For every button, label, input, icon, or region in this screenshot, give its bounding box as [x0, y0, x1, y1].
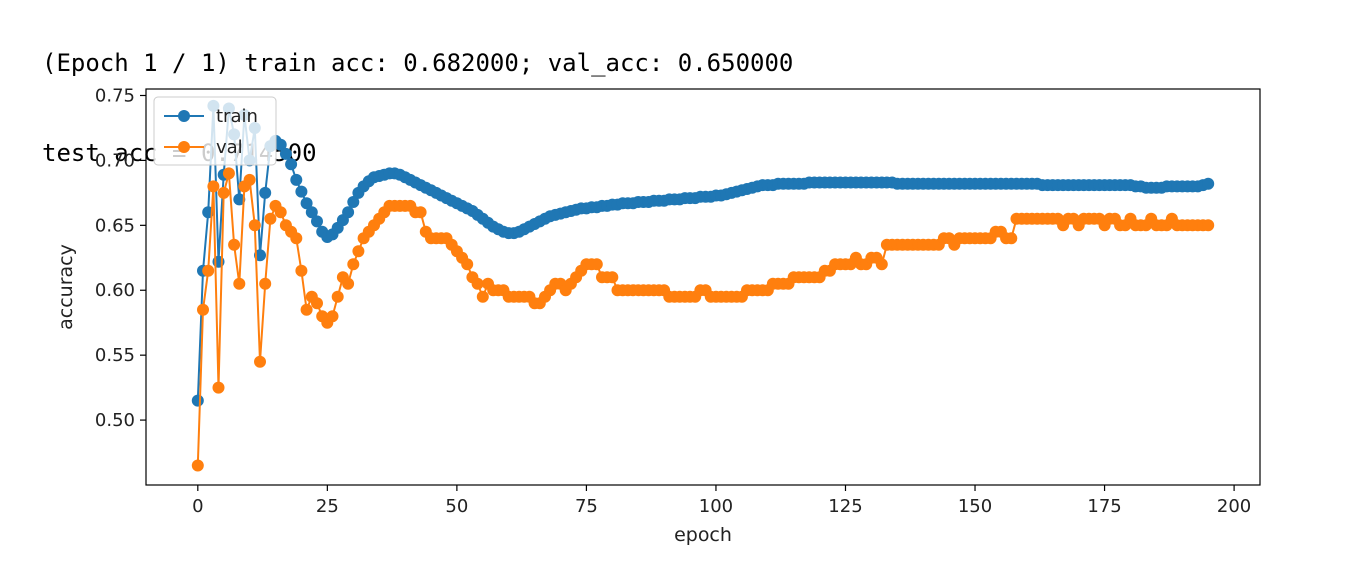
series-point-val-20	[295, 264, 308, 277]
console-line-epoch: (Epoch 1 / 1) train acc: 0.682000; val_a…	[42, 49, 794, 77]
series-point-train-23	[311, 215, 323, 228]
series-point-train-0	[191, 394, 204, 407]
series-point-val-23	[311, 297, 323, 310]
series-point-val-195	[1202, 219, 1215, 232]
y-tick-label-0: 0.50	[95, 410, 135, 431]
x-tick-label-5: 125	[828, 496, 862, 517]
series-point-train-8	[233, 193, 246, 206]
series-point-train-17	[279, 147, 292, 160]
series-point-val-2	[202, 264, 215, 277]
series-point-train-22	[305, 206, 318, 219]
series-point-train-13	[259, 186, 272, 199]
series-point-val-4	[212, 381, 225, 394]
legend-marker-train	[178, 110, 190, 122]
series-point-train-20	[295, 185, 308, 198]
console-output: (Epoch 1 / 1) train acc: 0.682000; val_a…	[42, 0, 793, 198]
x-tick-label-7: 175	[1087, 496, 1121, 517]
y-tick-label-4: 0.70	[95, 150, 135, 171]
series-point-val-6	[222, 167, 235, 180]
series-point-train-195	[1202, 177, 1215, 190]
series-point-val-43	[414, 206, 427, 219]
chart-marks	[191, 99, 1215, 472]
series-line-train	[196, 105, 1209, 401]
x-tick-label-6: 150	[958, 496, 992, 517]
series-point-train-21	[300, 197, 313, 210]
series-point-val-8	[233, 277, 246, 290]
series-point-val-19	[290, 232, 303, 245]
series-point-val-1	[197, 303, 209, 316]
plot-area	[191, 99, 1215, 472]
x-axis-label: epoch	[674, 524, 732, 546]
series-point-val-26	[326, 310, 339, 323]
series-point-val-5	[217, 186, 230, 199]
series-point-val-55	[476, 290, 489, 303]
series-point-val-3	[207, 180, 220, 193]
series-point-val-157	[1005, 232, 1018, 245]
y-tick-label-2: 0.60	[95, 280, 135, 301]
y-tick-label-1: 0.55	[95, 345, 135, 366]
series-point-val-54	[471, 277, 484, 290]
x-tick-label-4: 100	[699, 496, 733, 517]
x-tick-label-8: 200	[1217, 496, 1251, 517]
series-point-val-12	[254, 355, 266, 368]
series-point-train-29	[342, 206, 355, 219]
series-point-train-19	[290, 173, 303, 186]
legend-label-train: train	[216, 106, 258, 127]
series-point-val-11	[248, 219, 261, 232]
x-tick-label-2: 50	[445, 496, 468, 517]
y-tick-label-3: 0.65	[95, 215, 135, 236]
series-point-val-77	[590, 258, 603, 271]
x-tick-label-0: 0	[192, 496, 203, 517]
x-tick-label-3: 75	[575, 496, 598, 517]
series-point-val-52	[461, 258, 474, 271]
series-point-val-13	[259, 277, 272, 290]
chart-axes: 0 25 50 75 100 125 150 175 200 0.50 0.55 0.60 0.65 0.…	[55, 85, 1261, 546]
x-tick-label-1: 25	[316, 496, 339, 517]
series-point-val-7	[228, 238, 241, 251]
series-point-train-18	[285, 158, 298, 171]
series-point-val-80	[606, 271, 619, 284]
series-point-val-21	[300, 303, 313, 316]
series-point-val-14	[264, 212, 277, 225]
series-point-val-31	[352, 245, 365, 258]
series-point-train-30	[347, 196, 360, 208]
series-point-val-29	[342, 277, 355, 290]
plot-frame	[145, 88, 1261, 486]
series-point-val-10	[243, 173, 256, 186]
series-point-val-30	[347, 258, 360, 271]
legend-marker-val	[178, 141, 190, 153]
series-point-train-16	[274, 138, 287, 151]
series-point-val-27	[331, 290, 344, 303]
series-point-val-16	[274, 206, 287, 219]
y-tick-label-5: 0.75	[95, 85, 135, 106]
y-axis-label: accuracy	[55, 244, 77, 330]
series-point-val-132	[875, 258, 888, 271]
legend-label-val: val	[216, 137, 243, 158]
chart-legend: train val	[153, 96, 277, 166]
series-point-val-0	[191, 459, 204, 472]
